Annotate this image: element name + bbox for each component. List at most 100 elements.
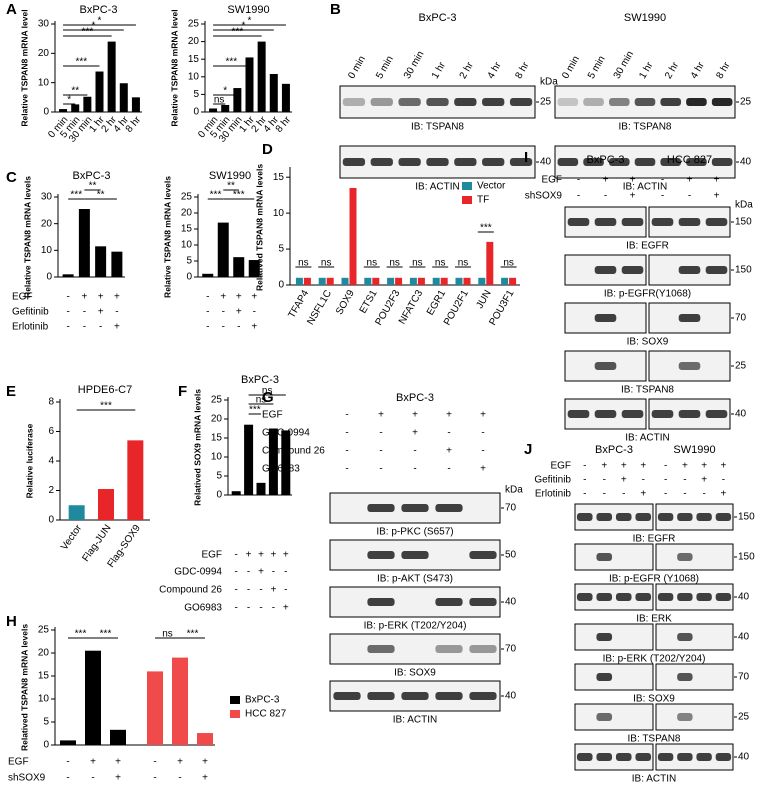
y-tick-label: 4: [48, 456, 54, 467]
condition-sign: -: [603, 489, 606, 500]
bar: [248, 260, 260, 277]
bar: [197, 733, 213, 745]
y-axis-label: Relative TSPAN8 mRNA levels: [162, 176, 172, 298]
unit-label: kDa: [505, 485, 523, 496]
condition-sign: +: [720, 461, 726, 472]
marker-label: 25: [740, 97, 752, 108]
condition-sign: +: [601, 461, 607, 472]
y-tick-label: 10: [38, 77, 50, 88]
condition-sign: +: [251, 322, 257, 333]
blot-band: [594, 266, 617, 274]
strip-label: IB: ACTIN: [415, 182, 459, 193]
marker-label: 50: [505, 550, 517, 561]
blot-band: [576, 593, 593, 601]
condition-sign: -: [259, 585, 262, 596]
lane-label: 0 min: [560, 54, 582, 81]
lane-label: 5 min: [374, 54, 396, 81]
lane-label: 8 hr: [513, 60, 531, 81]
blot-band: [615, 513, 632, 521]
blot-band: [596, 673, 613, 681]
significance-label: ns: [162, 629, 173, 640]
condition-sign: -: [115, 307, 118, 318]
legend-swatch: [462, 196, 472, 204]
blot-band: [634, 98, 656, 106]
significance-label: ***: [82, 27, 94, 38]
bar: [127, 440, 144, 520]
significance-label: *: [91, 21, 95, 32]
strip-label: IB: TSPAN8: [628, 734, 681, 745]
blot-strip: [655, 623, 734, 651]
strip-label: IB: SOX9: [627, 337, 669, 348]
condition-sign: +: [283, 550, 289, 561]
group-title: SW1990: [624, 12, 666, 24]
blot-band: [657, 753, 674, 761]
condition-sign: +: [480, 464, 486, 475]
condition-sign: +: [378, 410, 384, 421]
blot-band: [696, 593, 712, 601]
blot-band: [342, 98, 366, 106]
blot-strip: [329, 633, 501, 665]
group-title: BxPC-3: [587, 154, 625, 166]
blot-strip: [574, 663, 654, 691]
significance-label: **: [89, 181, 97, 192]
chart-title: HPDE6-C7: [78, 384, 132, 396]
strip-label: IB: TSPAN8: [411, 122, 464, 133]
blot-band: [678, 266, 701, 274]
y-axis-label: Relatived SOX9 mRNA levels: [192, 389, 202, 506]
x-tick-label: SOX9: [334, 288, 357, 317]
condition-label: EGF: [8, 757, 29, 768]
condition-sign: -: [583, 489, 586, 500]
significance-label: *: [241, 21, 245, 32]
marker-label: 40: [505, 597, 517, 608]
lane-label: 4 hr: [486, 60, 504, 81]
y-tick-label: 0: [43, 107, 49, 118]
significance-label: ns: [262, 386, 273, 397]
blot-band: [686, 158, 707, 166]
blot-strip: [574, 543, 654, 571]
significance-label: ns: [256, 395, 267, 406]
y-axis-label: Relative TSPAN8 mRNA level: [169, 9, 179, 126]
condition-sign: +: [640, 489, 646, 500]
y-tick-label: 0: [278, 280, 284, 291]
condition-label: EGF: [201, 550, 222, 561]
lane-label: 1 hr: [637, 60, 655, 81]
condition-sign: +: [202, 757, 208, 768]
marker-label: 40: [738, 592, 750, 603]
unit-label: kDa: [540, 77, 558, 88]
bar: [68, 505, 85, 520]
blot-band: [342, 158, 366, 166]
panel-letter: C: [6, 169, 17, 186]
condition-sign: -: [664, 475, 667, 486]
condition-sign: -: [235, 550, 238, 561]
bar: [509, 277, 517, 285]
blot-band: [615, 593, 632, 601]
significance-label: ***: [70, 190, 82, 201]
condition-sign: -: [253, 307, 256, 318]
lane-label: 30 min: [612, 49, 637, 80]
significance-label: ns: [214, 95, 225, 106]
blot-strip: [655, 663, 734, 691]
lane-label: 30 min: [402, 49, 427, 80]
y-tick-label: 0: [48, 515, 54, 526]
condition-sign: -: [413, 464, 416, 475]
legend-label: HCC 827: [245, 709, 287, 720]
bar: [318, 277, 326, 285]
condition-label: Erlotinib: [12, 322, 49, 333]
y-tick-label: 10: [41, 245, 53, 256]
blot-band: [469, 551, 497, 559]
marker-label: 40: [738, 632, 750, 643]
condition-sign: +: [202, 773, 208, 784]
blot-strip: [655, 543, 734, 571]
marker-label: 40: [540, 157, 552, 168]
marker-label: 25: [735, 361, 747, 372]
significance-label: ***: [232, 27, 244, 38]
condition-label: Gefitinib: [12, 307, 49, 318]
blot-band: [621, 266, 644, 274]
strip-label: IB: EGFR: [633, 534, 676, 545]
blot-band: [401, 692, 429, 700]
condition-sign: +: [90, 757, 96, 768]
blot-band: [657, 513, 674, 521]
blot-band: [594, 410, 617, 418]
y-tick-label: 0: [193, 107, 199, 118]
bar: [95, 246, 107, 277]
